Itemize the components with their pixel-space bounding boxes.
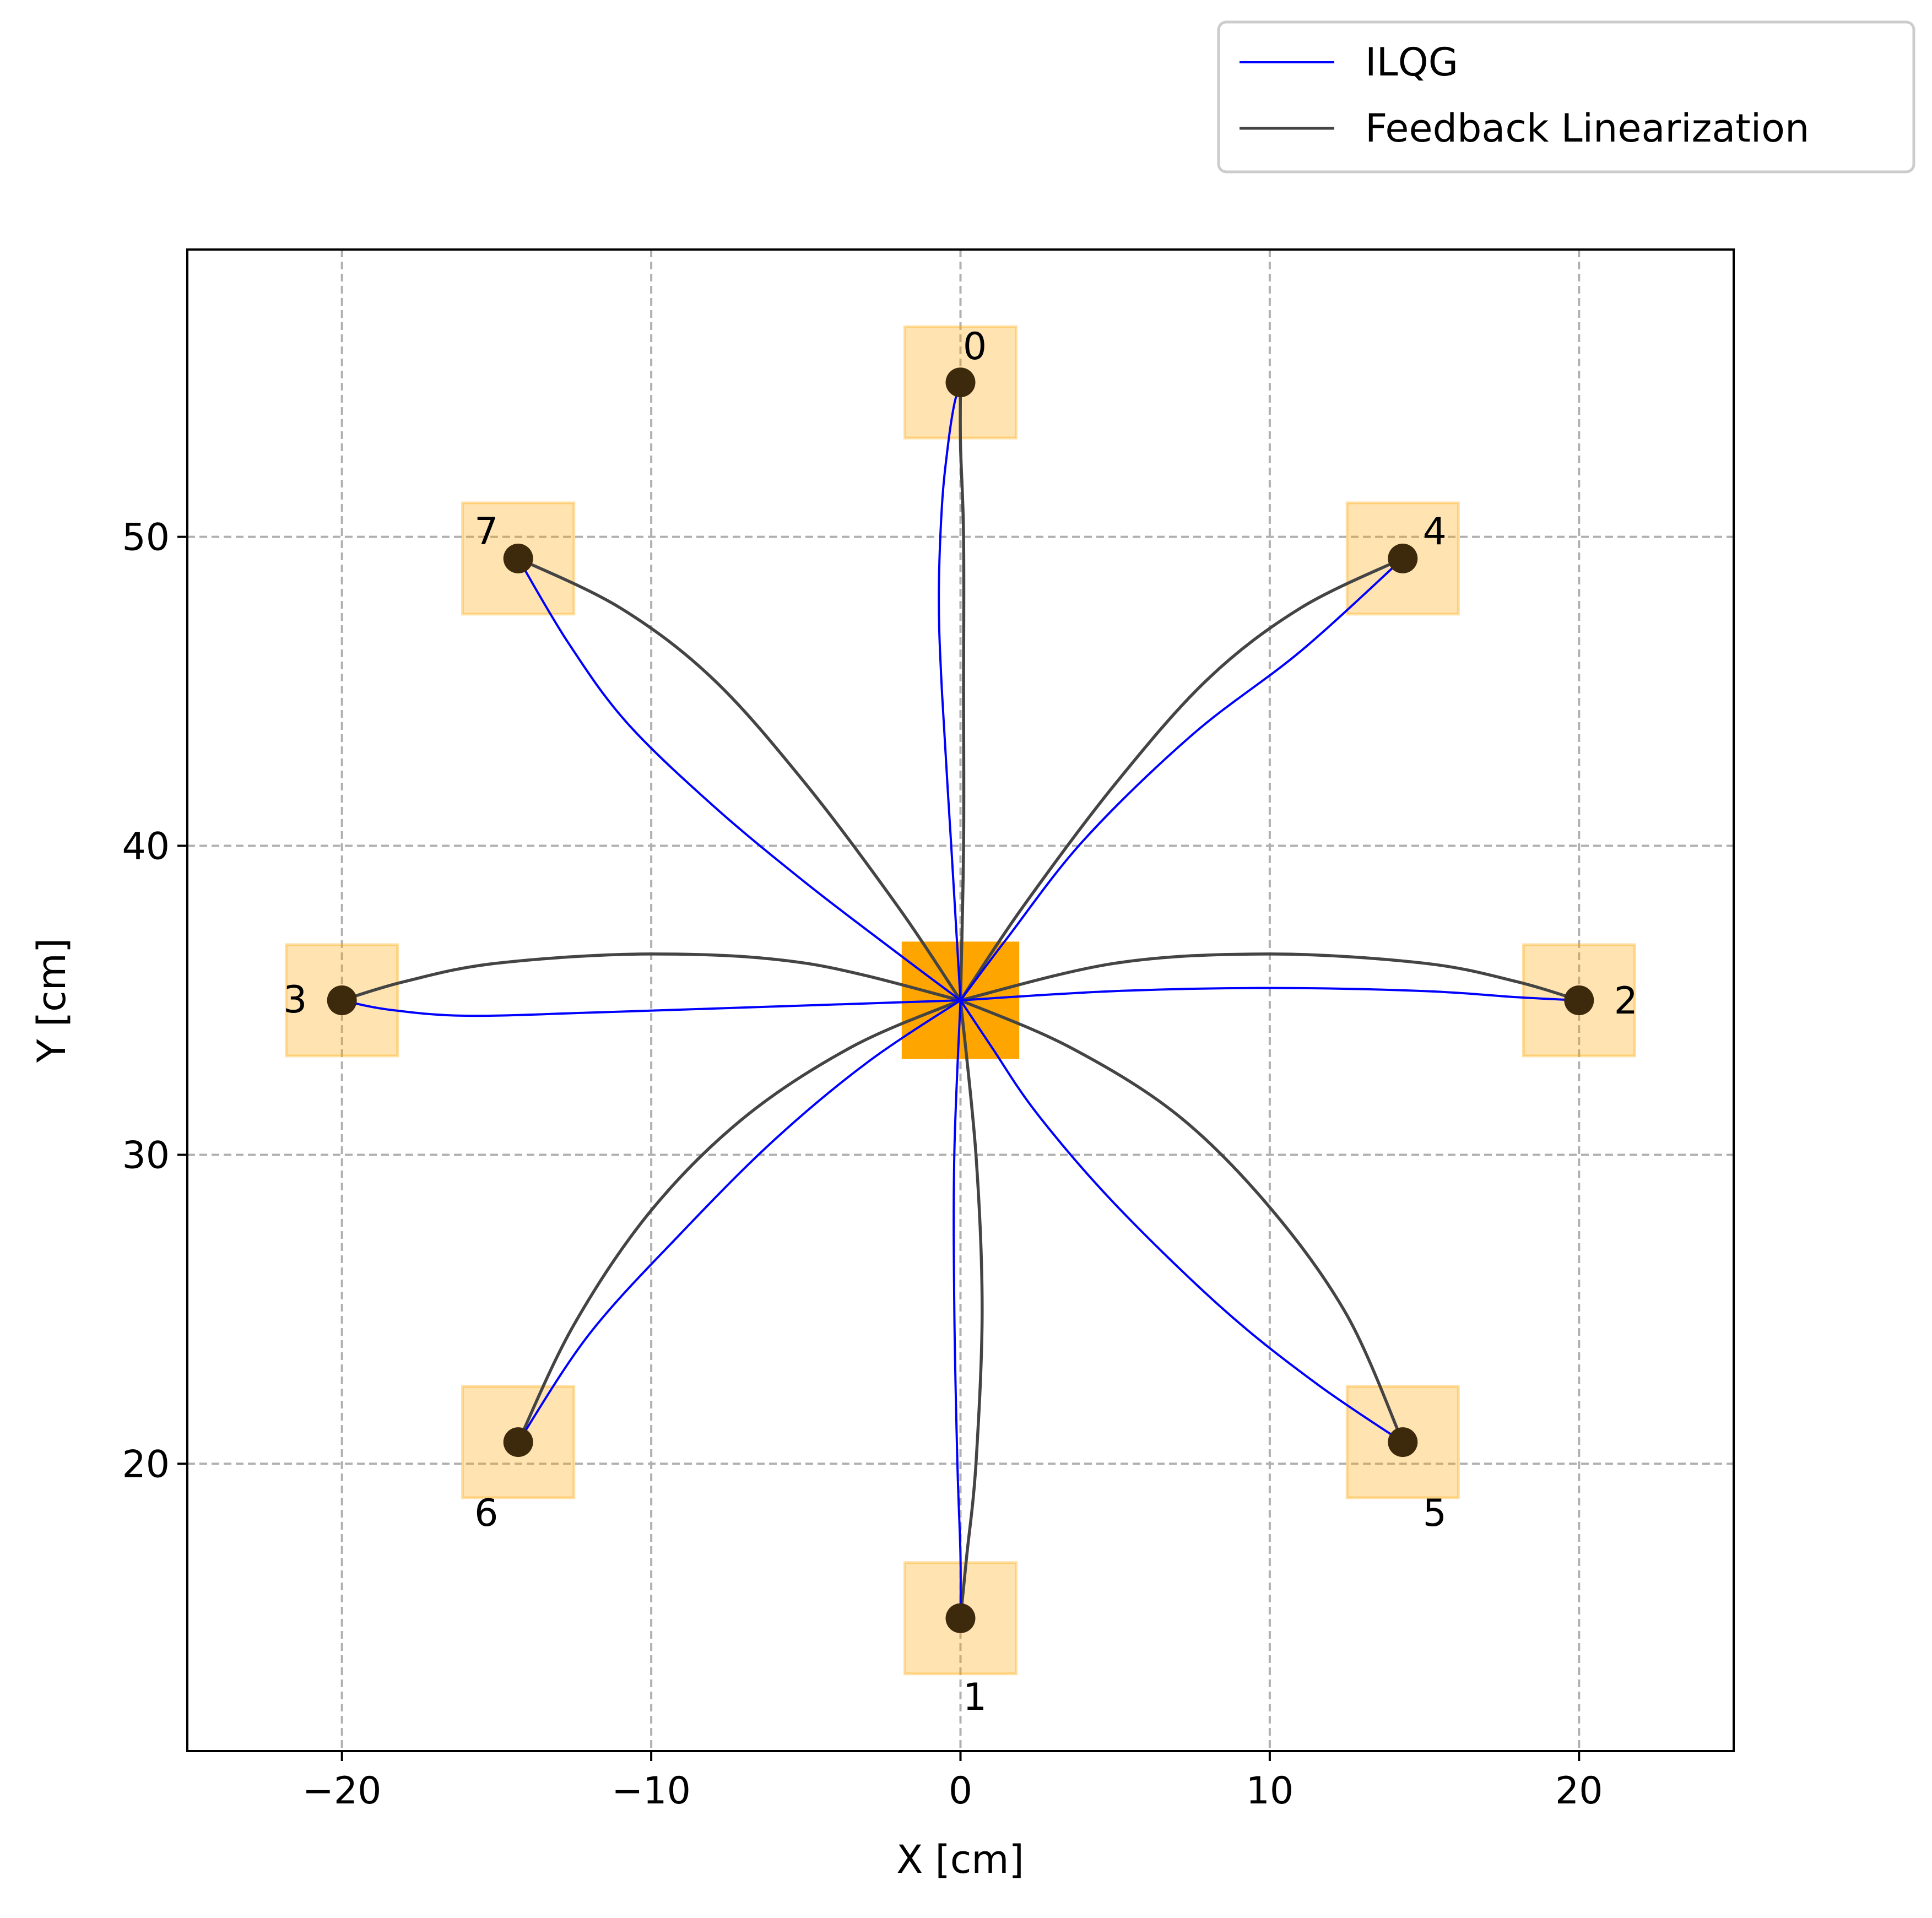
target-marker-4 xyxy=(1388,543,1418,573)
y-tick-label: 30 xyxy=(122,1134,170,1177)
target-label-3: 3 xyxy=(283,978,307,1022)
series-line-ilqg-1 xyxy=(953,1000,962,1618)
y-tick-label: 40 xyxy=(122,825,170,869)
series-line-ilqg-7 xyxy=(517,557,961,1001)
target-marker-1 xyxy=(945,1603,976,1633)
target-label-2: 2 xyxy=(1614,979,1638,1023)
x-tick-label: 20 xyxy=(1555,1769,1603,1813)
y-axis-label: Y [cm] xyxy=(29,938,74,1063)
series-line-ilqg-3 xyxy=(342,999,961,1017)
series-lines xyxy=(341,382,1580,1619)
target-labels: 0 1 2 3 4 5 6 7 xyxy=(283,325,1638,1719)
series-line-ilqg-6 xyxy=(517,999,961,1443)
series-line-ilqg-5 xyxy=(959,999,1404,1443)
series-line-feedback-linearization-1 xyxy=(959,1000,984,1619)
legend-box xyxy=(1217,20,1915,174)
target-marker-5 xyxy=(1388,1427,1418,1458)
x-tick-label: 10 xyxy=(1246,1769,1294,1813)
y-tick-label: 50 xyxy=(122,516,170,560)
target-label-6: 6 xyxy=(474,1492,498,1535)
target-label-1: 1 xyxy=(963,1676,987,1719)
x-axis-label: X [cm] xyxy=(896,1837,1024,1882)
x-tick-label: −10 xyxy=(611,1769,691,1813)
series-line-ilqg-0 xyxy=(938,382,962,1001)
grid-lines xyxy=(187,250,1734,1751)
target-marker-3 xyxy=(327,985,357,1015)
target-marker-2 xyxy=(1564,985,1594,1015)
legend: ILQG Feedback Linearization xyxy=(1217,20,1915,174)
series-line-feedback-linearization-6 xyxy=(517,999,961,1443)
target-region-6 xyxy=(461,1385,576,1499)
x-tick-label: −20 xyxy=(302,1769,382,1813)
series-line-feedback-linearization-3 xyxy=(341,952,961,1002)
series-line-ilqg-2 xyxy=(960,987,1579,1001)
target-label-5: 5 xyxy=(1423,1492,1447,1535)
x-tick-label: 0 xyxy=(949,1769,972,1813)
target-label-0: 0 xyxy=(963,325,987,369)
series-line-feedback-linearization-2 xyxy=(960,952,1580,1002)
y-tick-label: 20 xyxy=(122,1443,170,1486)
axis-ticks: −20 −10 0 10 20 20 30 40 50 xyxy=(122,516,1603,1813)
series-line-feedback-linearization-4 xyxy=(959,557,1404,1001)
series-line-ilqg-4 xyxy=(959,557,1404,1001)
target-label-4: 4 xyxy=(1423,510,1447,554)
target-markers xyxy=(327,367,1594,1633)
target-label-7: 7 xyxy=(474,510,498,554)
legend-label-ilqg: ILQG xyxy=(1365,40,1458,85)
series-line-feedback-linearization-0 xyxy=(959,382,966,1001)
target-marker-7 xyxy=(503,543,533,573)
legend-label-feedback-linearization: Feedback Linearization xyxy=(1365,106,1809,151)
target-marker-0 xyxy=(945,367,976,398)
series-line-feedback-linearization-7 xyxy=(517,557,962,1001)
series-line-feedback-linearization-5 xyxy=(960,999,1404,1443)
target-marker-6 xyxy=(503,1427,533,1458)
